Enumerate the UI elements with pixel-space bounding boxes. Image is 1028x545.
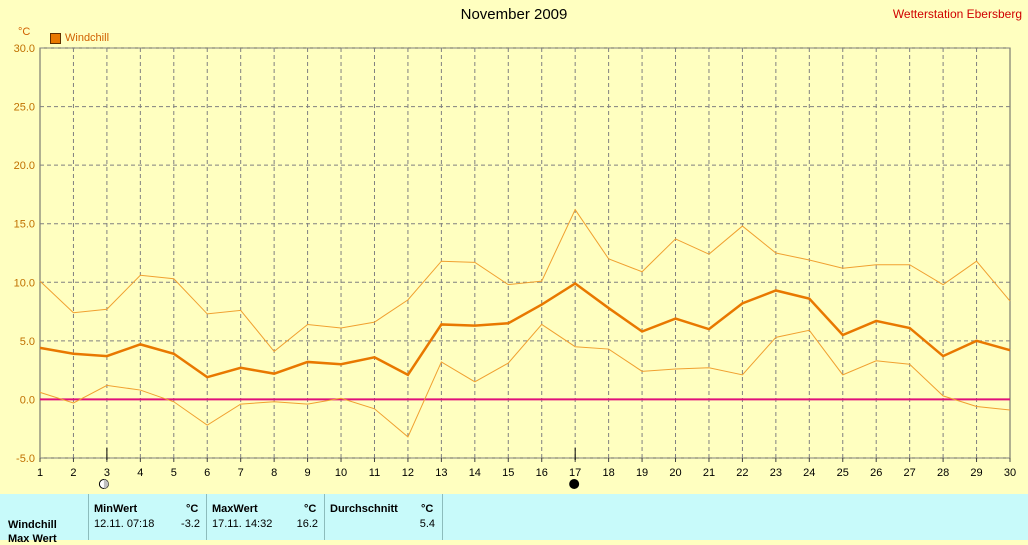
- min-value: -3.2: [181, 518, 200, 530]
- stats-row2-label: Max Wert: [8, 533, 57, 545]
- x-tick-label: 3: [104, 467, 110, 479]
- series-min-line: [39, 323, 1011, 438]
- x-tick-label: 8: [271, 467, 277, 479]
- x-tick-label: 12: [402, 467, 414, 479]
- x-tick-label: 17: [569, 467, 581, 479]
- y-tick-label: 30.0: [14, 43, 35, 55]
- y-tick-label: 25.0: [14, 102, 35, 114]
- y-tick-label: 5.0: [20, 336, 35, 348]
- x-tick-label: 21: [703, 467, 715, 479]
- max-header: MaxWert: [212, 503, 258, 515]
- y-axis-ticks: -5.0 0.0 5.0 10.0 15.0 20.0 25.0 30.0: [14, 43, 35, 465]
- x-tick-label: 24: [803, 467, 815, 479]
- y-tick-label: 20.0: [14, 160, 35, 172]
- x-tick-label: 11: [369, 467, 380, 479]
- series: [39, 208, 1011, 438]
- x-tick-label: 14: [469, 467, 481, 479]
- y-tick-label: 15.0: [14, 219, 35, 231]
- max-datetime: 17.11. 14:32: [212, 518, 273, 530]
- stats-separator: [88, 494, 89, 540]
- x-tick-label: 1: [37, 467, 43, 479]
- avg-value: 5.4: [419, 518, 435, 530]
- series-windchill-line: [39, 281, 1011, 379]
- x-tick-label: 29: [970, 467, 982, 479]
- moon-markers: [98, 448, 580, 489]
- stats-panel: MinWert °C MaxWert °C Durchschnitt °C Wi…: [0, 494, 1028, 545]
- x-tick-label: 19: [636, 467, 648, 479]
- x-tick-label: 10: [335, 467, 347, 479]
- moon-phase-shade: [103, 479, 109, 489]
- legend: Windchill: [50, 32, 109, 44]
- x-tick-label: 6: [204, 467, 210, 479]
- y-tick-label: -5.0: [16, 453, 35, 465]
- stats-separator: [206, 494, 207, 540]
- chart-title: November 2009: [460, 6, 568, 23]
- stats-separator: [442, 494, 443, 540]
- station-name: Wetterstation Ebersberg: [892, 7, 1022, 21]
- y-tick-label: 10.0: [14, 277, 35, 289]
- new-moon-icon: [569, 479, 580, 489]
- min-unit: °C: [186, 503, 199, 515]
- y-tick-label: 0.0: [20, 394, 35, 406]
- legend-label: Windchill: [65, 32, 110, 44]
- legend-swatch: [50, 32, 61, 44]
- stats-row-label: Windchill: [8, 519, 57, 531]
- x-tick-label: 16: [536, 467, 548, 479]
- min-header: MinWert: [94, 503, 138, 515]
- x-tick-label: 25: [837, 467, 849, 479]
- plot-border: [39, 47, 1011, 459]
- x-tick-label: 7: [238, 467, 244, 479]
- x-tick-label: 20: [669, 467, 681, 479]
- x-tick-label: 26: [870, 467, 882, 479]
- x-tick-label: 15: [502, 467, 514, 479]
- x-tick-label: 28: [937, 467, 949, 479]
- x-tick-label: 4: [137, 467, 143, 479]
- max-value: 16.2: [296, 518, 318, 530]
- stats-separator: [324, 494, 325, 540]
- x-tick-label: 13: [435, 467, 447, 479]
- min-datetime: 12.11. 07:18: [94, 518, 155, 530]
- x-tick-label: 23: [770, 467, 782, 479]
- grid: [39, 47, 1011, 462]
- y-axis-unit: °C: [18, 26, 31, 38]
- avg-unit: °C: [421, 503, 434, 515]
- x-tick-label: 30: [1004, 467, 1016, 479]
- max-unit: °C: [304, 503, 317, 515]
- avg-header: Durchschnitt: [330, 503, 398, 515]
- x-tick-label: 9: [305, 467, 311, 479]
- x-tick-label: 18: [602, 467, 614, 479]
- series-max-line: [39, 208, 1011, 353]
- x-tick-label: 27: [904, 467, 916, 479]
- x-tick-label: 5: [171, 467, 177, 479]
- x-tick-label: 2: [70, 467, 76, 479]
- x-tick-label: 22: [736, 467, 748, 479]
- x-axis-ticks: 1 2 3 4 5 6 7 8 9 10 11 12 13 14 15 16 17 18 19 20 21 22 23 24 2…: [37, 467, 1016, 479]
